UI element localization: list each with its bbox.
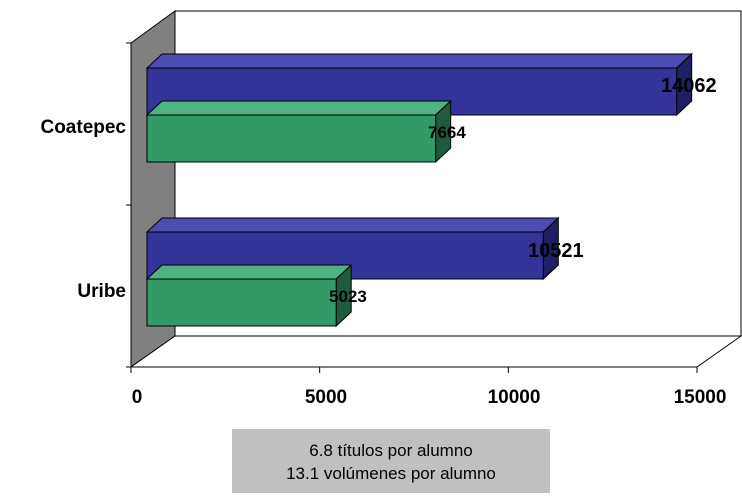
x-tick-label-5000: 5000 bbox=[305, 387, 347, 408]
x-tick-label-10000: 10000 bbox=[488, 387, 541, 408]
x-tick-label-0: 0 bbox=[132, 387, 143, 408]
category-label-uribe: Uribe bbox=[77, 281, 126, 302]
category-label-coatepec: Coatepec bbox=[40, 117, 126, 138]
bars-group bbox=[145, 52, 693, 328]
chart-back-wall bbox=[175, 10, 742, 336]
data-label-uribe-green: 5023 bbox=[329, 287, 367, 306]
summary-note-box: 6.8 títulos por alumno 13.1 volúmenes po… bbox=[232, 429, 550, 493]
data-label-uribe-blue: 10521 bbox=[528, 240, 584, 262]
value-axis-ticks bbox=[130, 367, 698, 373]
bar-chart: Coatepec Uribe 0 5000 10000 15000 14062 … bbox=[40, 10, 742, 408]
data-label-coatepec-blue: 14062 bbox=[661, 75, 717, 97]
bar-top-coatepec-s0 bbox=[145, 53, 693, 69]
bar-top-coatepec-s1 bbox=[145, 100, 452, 116]
summary-note-line-2: 13.1 volúmenes por alumno bbox=[286, 464, 496, 483]
summary-note-line-1: 6.8 títulos por alumno bbox=[309, 441, 473, 460]
bar-coatepec-s1 bbox=[146, 114, 437, 163]
x-tick-label-15000: 15000 bbox=[674, 387, 727, 408]
data-label-coatepec-green: 7664 bbox=[428, 123, 466, 142]
bar-top-uribe-s1 bbox=[145, 264, 353, 280]
bar-uribe-s1 bbox=[146, 278, 337, 327]
chart-floor bbox=[129, 335, 742, 368]
bar-top-uribe-s0 bbox=[145, 217, 560, 233]
